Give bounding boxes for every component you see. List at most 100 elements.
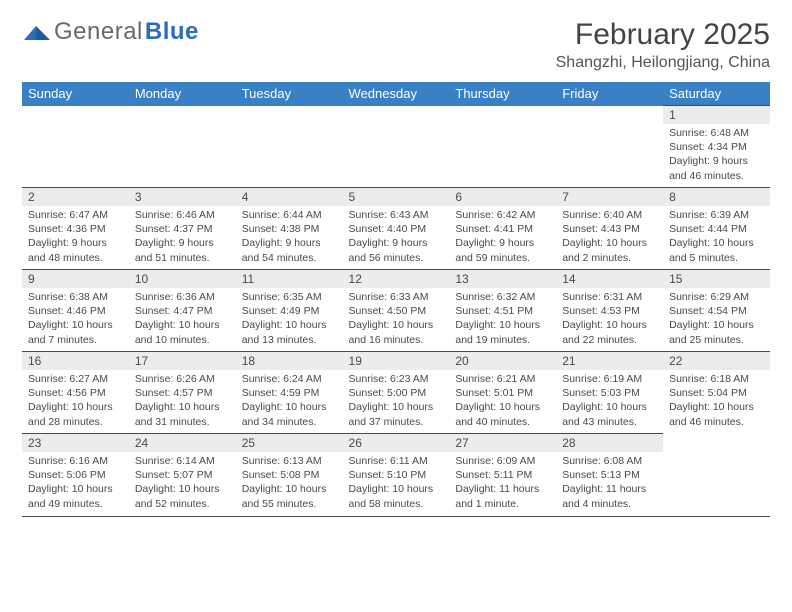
day-number: 10 — [129, 270, 236, 288]
day-details: Sunrise: 6:19 AMSunset: 5:03 PMDaylight:… — [556, 370, 663, 433]
weekday-header-row: Sunday Monday Tuesday Wednesday Thursday… — [22, 82, 770, 106]
day-details: Sunrise: 6:40 AMSunset: 4:43 PMDaylight:… — [556, 206, 663, 269]
calendar-cell: 23Sunrise: 6:16 AMSunset: 5:06 PMDayligh… — [22, 434, 129, 516]
calendar-row: 2Sunrise: 6:47 AMSunset: 4:36 PMDaylight… — [22, 188, 770, 270]
day-details: Sunrise: 6:11 AMSunset: 5:10 PMDaylight:… — [343, 452, 450, 515]
weekday-header: Tuesday — [236, 82, 343, 106]
day-number: 16 — [22, 352, 129, 370]
bottom-border — [22, 516, 770, 517]
day-details: Sunrise: 6:21 AMSunset: 5:01 PMDaylight:… — [449, 370, 556, 433]
calendar-cell: 20Sunrise: 6:21 AMSunset: 5:01 PMDayligh… — [449, 352, 556, 434]
day-number: 1 — [663, 106, 770, 124]
day-details: Sunrise: 6:47 AMSunset: 4:36 PMDaylight:… — [22, 206, 129, 269]
calendar-cell: 27Sunrise: 6:09 AMSunset: 5:11 PMDayligh… — [449, 434, 556, 516]
day-details: Sunrise: 6:48 AMSunset: 4:34 PMDaylight:… — [663, 124, 770, 187]
weekday-header: Monday — [129, 82, 236, 106]
calendar-cell: 14Sunrise: 6:31 AMSunset: 4:53 PMDayligh… — [556, 270, 663, 352]
location-text: Shangzhi, Heilongjiang, China — [556, 54, 770, 72]
day-details: Sunrise: 6:43 AMSunset: 4:40 PMDaylight:… — [343, 206, 450, 269]
day-details: Sunrise: 6:29 AMSunset: 4:54 PMDaylight:… — [663, 288, 770, 351]
day-number: 27 — [449, 434, 556, 452]
day-details: Sunrise: 6:35 AMSunset: 4:49 PMDaylight:… — [236, 288, 343, 351]
calendar-row: 1Sunrise: 6:48 AMSunset: 4:34 PMDaylight… — [22, 106, 770, 188]
day-details: Sunrise: 6:08 AMSunset: 5:13 PMDaylight:… — [556, 452, 663, 515]
calendar-cell: 25Sunrise: 6:13 AMSunset: 5:08 PMDayligh… — [236, 434, 343, 516]
calendar-cell: 17Sunrise: 6:26 AMSunset: 4:57 PMDayligh… — [129, 352, 236, 434]
weekday-header: Thursday — [449, 82, 556, 106]
calendar-cell: 11Sunrise: 6:35 AMSunset: 4:49 PMDayligh… — [236, 270, 343, 352]
calendar-cell — [22, 106, 129, 188]
calendar-cell: 15Sunrise: 6:29 AMSunset: 4:54 PMDayligh… — [663, 270, 770, 352]
day-number: 5 — [343, 188, 450, 206]
day-details: Sunrise: 6:32 AMSunset: 4:51 PMDaylight:… — [449, 288, 556, 351]
calendar-cell — [343, 106, 450, 188]
day-number: 11 — [236, 270, 343, 288]
day-details: Sunrise: 6:33 AMSunset: 4:50 PMDaylight:… — [343, 288, 450, 351]
calendar-cell — [236, 106, 343, 188]
day-details: Sunrise: 6:18 AMSunset: 5:04 PMDaylight:… — [663, 370, 770, 433]
day-number: 2 — [22, 188, 129, 206]
weekday-header: Sunday — [22, 82, 129, 106]
day-details: Sunrise: 6:39 AMSunset: 4:44 PMDaylight:… — [663, 206, 770, 269]
day-number: 17 — [129, 352, 236, 370]
day-details: Sunrise: 6:38 AMSunset: 4:46 PMDaylight:… — [22, 288, 129, 351]
calendar-cell: 2Sunrise: 6:47 AMSunset: 4:36 PMDaylight… — [22, 188, 129, 270]
day-number: 9 — [22, 270, 129, 288]
day-number: 26 — [343, 434, 450, 452]
calendar-cell: 18Sunrise: 6:24 AMSunset: 4:59 PMDayligh… — [236, 352, 343, 434]
day-number: 13 — [449, 270, 556, 288]
calendar-cell: 8Sunrise: 6:39 AMSunset: 4:44 PMDaylight… — [663, 188, 770, 270]
calendar-cell: 5Sunrise: 6:43 AMSunset: 4:40 PMDaylight… — [343, 188, 450, 270]
logo-text-2: Blue — [145, 18, 199, 46]
day-number: 15 — [663, 270, 770, 288]
day-number: 21 — [556, 352, 663, 370]
day-details: Sunrise: 6:36 AMSunset: 4:47 PMDaylight:… — [129, 288, 236, 351]
logo-mark-icon — [22, 20, 52, 44]
logo: General Blue — [22, 18, 199, 46]
day-number: 20 — [449, 352, 556, 370]
day-details: Sunrise: 6:46 AMSunset: 4:37 PMDaylight:… — [129, 206, 236, 269]
day-details: Sunrise: 6:09 AMSunset: 5:11 PMDaylight:… — [449, 452, 556, 515]
day-number: 18 — [236, 352, 343, 370]
weekday-header: Saturday — [663, 82, 770, 106]
calendar-cell — [449, 106, 556, 188]
day-number: 22 — [663, 352, 770, 370]
calendar-cell: 19Sunrise: 6:23 AMSunset: 5:00 PMDayligh… — [343, 352, 450, 434]
day-details: Sunrise: 6:13 AMSunset: 5:08 PMDaylight:… — [236, 452, 343, 515]
calendar-row: 16Sunrise: 6:27 AMSunset: 4:56 PMDayligh… — [22, 352, 770, 434]
day-details: Sunrise: 6:26 AMSunset: 4:57 PMDaylight:… — [129, 370, 236, 433]
day-number: 23 — [22, 434, 129, 452]
day-number: 28 — [556, 434, 663, 452]
day-number: 8 — [663, 188, 770, 206]
calendar-cell: 16Sunrise: 6:27 AMSunset: 4:56 PMDayligh… — [22, 352, 129, 434]
day-number: 3 — [129, 188, 236, 206]
day-number: 14 — [556, 270, 663, 288]
day-number: 19 — [343, 352, 450, 370]
calendar-cell: 3Sunrise: 6:46 AMSunset: 4:37 PMDaylight… — [129, 188, 236, 270]
calendar-cell — [556, 106, 663, 188]
calendar-cell: 1Sunrise: 6:48 AMSunset: 4:34 PMDaylight… — [663, 106, 770, 188]
calendar-cell: 4Sunrise: 6:44 AMSunset: 4:38 PMDaylight… — [236, 188, 343, 270]
weekday-header: Wednesday — [343, 82, 450, 106]
weekday-header: Friday — [556, 82, 663, 106]
calendar-cell: 9Sunrise: 6:38 AMSunset: 4:46 PMDaylight… — [22, 270, 129, 352]
header-row: General Blue February 2025 Shangzhi, Hei… — [22, 18, 770, 72]
day-details: Sunrise: 6:24 AMSunset: 4:59 PMDaylight:… — [236, 370, 343, 433]
day-details: Sunrise: 6:16 AMSunset: 5:06 PMDaylight:… — [22, 452, 129, 515]
calendar-table: Sunday Monday Tuesday Wednesday Thursday… — [22, 82, 770, 516]
calendar-cell: 28Sunrise: 6:08 AMSunset: 5:13 PMDayligh… — [556, 434, 663, 516]
day-number: 6 — [449, 188, 556, 206]
calendar-cell: 6Sunrise: 6:42 AMSunset: 4:41 PMDaylight… — [449, 188, 556, 270]
day-number: 24 — [129, 434, 236, 452]
calendar-cell: 10Sunrise: 6:36 AMSunset: 4:47 PMDayligh… — [129, 270, 236, 352]
day-number: 25 — [236, 434, 343, 452]
day-details: Sunrise: 6:31 AMSunset: 4:53 PMDaylight:… — [556, 288, 663, 351]
day-details: Sunrise: 6:14 AMSunset: 5:07 PMDaylight:… — [129, 452, 236, 515]
calendar-cell: 26Sunrise: 6:11 AMSunset: 5:10 PMDayligh… — [343, 434, 450, 516]
month-title: February 2025 — [556, 18, 770, 52]
calendar-cell: 21Sunrise: 6:19 AMSunset: 5:03 PMDayligh… — [556, 352, 663, 434]
day-number: 12 — [343, 270, 450, 288]
calendar-cell: 7Sunrise: 6:40 AMSunset: 4:43 PMDaylight… — [556, 188, 663, 270]
day-number: 7 — [556, 188, 663, 206]
calendar-cell — [663, 434, 770, 516]
